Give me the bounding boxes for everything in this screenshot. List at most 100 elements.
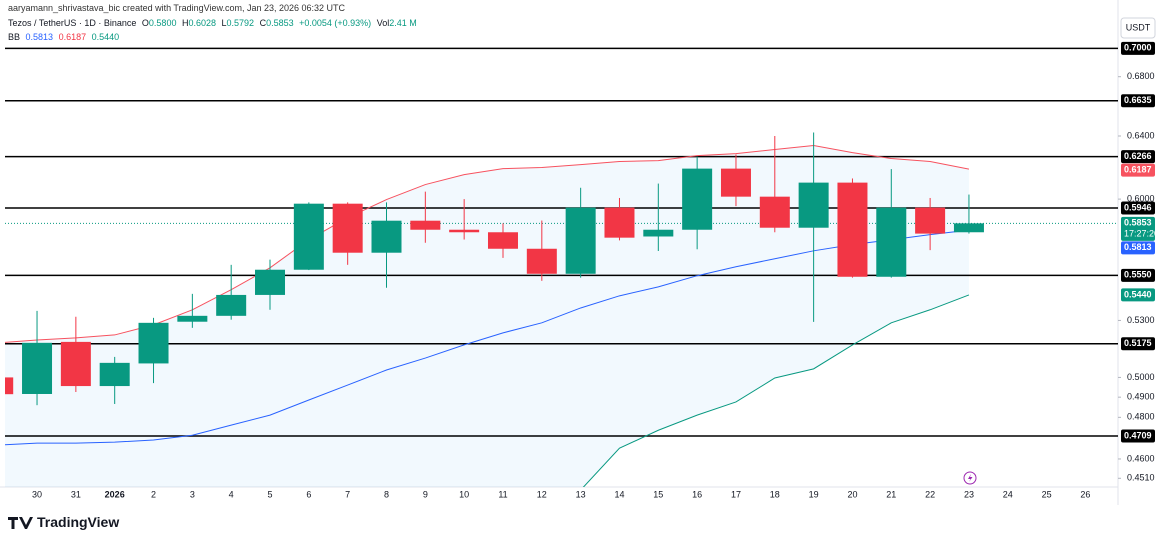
x-tick-label: 22 bbox=[925, 489, 935, 499]
x-tick-label: 2 bbox=[151, 489, 156, 499]
x-tick-label: 15 bbox=[653, 489, 663, 499]
change: +0.0054 (+0.93%) bbox=[299, 18, 372, 28]
indicator-value: 0.5440 bbox=[91, 32, 120, 42]
ohlc-value: 0.5792 bbox=[226, 18, 255, 28]
candle-body bbox=[682, 168, 713, 230]
level-label bbox=[1121, 201, 1155, 215]
y-tick-label: 0.4510 bbox=[1127, 473, 1155, 483]
y-tick-label: 0.6800 bbox=[1127, 71, 1155, 81]
price-axis: 0.6800 0.6400 0.6000 0.5300 0.5000 0.4900 0.48… bbox=[1118, 41, 1159, 483]
candle-body bbox=[255, 269, 286, 295]
y-tick-label: 0.5000 bbox=[1127, 372, 1155, 382]
band-fill bbox=[5, 145, 969, 487]
event-icon[interactable] bbox=[963, 471, 977, 485]
candle-body bbox=[138, 322, 169, 364]
x-tick-label: 5 bbox=[268, 489, 273, 499]
currency-button[interactable] bbox=[1120, 17, 1156, 39]
candle-body bbox=[798, 182, 829, 228]
y-tick-label: 0.4600 bbox=[1127, 453, 1155, 463]
currency: USDT bbox=[1126, 22, 1151, 32]
x-tick-label: 4 bbox=[229, 489, 234, 499]
indicator-label bbox=[1121, 163, 1155, 177]
brand: TradingView bbox=[37, 514, 119, 530]
indicator-label bbox=[1121, 241, 1155, 255]
candle-body bbox=[5, 377, 14, 395]
indicator-line bbox=[5, 145, 970, 343]
indicator-value: 0.6187 bbox=[58, 32, 87, 42]
x-tick-label: 11 bbox=[498, 489, 507, 499]
candle-body bbox=[60, 341, 91, 387]
indicator-value: 0.5813 bbox=[25, 32, 54, 42]
candle-body bbox=[720, 168, 751, 197]
credit: aaryamann_shrivastava_bic created with T… bbox=[8, 3, 346, 13]
plot-area bbox=[5, 47, 1118, 487]
ohlc-key: H bbox=[181, 18, 189, 28]
last-price-label bbox=[1121, 216, 1155, 241]
y-tick-label: 0.6000 bbox=[1127, 193, 1155, 203]
x-tick-label: 19 bbox=[809, 489, 819, 499]
ohlc-value: 0.5853 bbox=[266, 18, 294, 28]
level-label-text: 0.6266 bbox=[1124, 151, 1152, 161]
x-tick-label: 21 bbox=[886, 489, 896, 499]
volume-value: 2.41 M bbox=[389, 18, 417, 28]
volume-key: Vol bbox=[376, 18, 390, 28]
candle-body bbox=[22, 342, 53, 394]
x-tick-label: 30 bbox=[32, 489, 42, 499]
level-label bbox=[1121, 268, 1155, 282]
indicator-line bbox=[582, 294, 970, 487]
candle-body bbox=[526, 248, 557, 274]
ohlc-key: C bbox=[259, 18, 267, 28]
x-tick-label: 23 bbox=[964, 489, 974, 499]
indicator-name: BB bbox=[8, 32, 21, 42]
x-tick-label: 31 bbox=[71, 489, 81, 499]
y-tick-label: 0.5300 bbox=[1127, 315, 1155, 325]
x-tick-label: 13 bbox=[576, 489, 586, 499]
level-label-text: 0.5946 bbox=[1124, 202, 1152, 212]
indicator-label-text: 0.6187 bbox=[1124, 165, 1152, 175]
candle-body bbox=[487, 232, 518, 249]
x-tick-label: 25 bbox=[1042, 489, 1052, 499]
level-label-text: 0.6635 bbox=[1124, 95, 1152, 105]
x-tick-label: 9 bbox=[423, 489, 428, 499]
x-tick-label: 24 bbox=[1003, 489, 1013, 499]
candle-body bbox=[410, 220, 441, 230]
x-tick-label: 18 bbox=[770, 489, 780, 499]
ohlc-key: O bbox=[141, 18, 149, 28]
countdown: 17:27:20 bbox=[1124, 229, 1159, 239]
candle-body bbox=[759, 196, 790, 228]
x-tick-label: 26 bbox=[1080, 489, 1090, 499]
x-tick-label: 20 bbox=[847, 489, 857, 499]
indicator-label bbox=[1121, 288, 1155, 302]
ohlc-value: 0.5800 bbox=[148, 18, 177, 28]
candle-body bbox=[565, 207, 596, 274]
legend-line: Tezos / TetherUS · 1D · Binance O0.5800 … bbox=[8, 18, 420, 28]
candle-body bbox=[293, 203, 324, 270]
level-label bbox=[1121, 429, 1155, 443]
symbol: Tezos / TetherUS · 1D · Binance bbox=[8, 18, 137, 28]
level-label bbox=[1121, 41, 1155, 55]
x-tick-label: 2026 bbox=[105, 489, 125, 499]
candle-body bbox=[177, 315, 208, 322]
level-label bbox=[1121, 150, 1155, 164]
indicator-label-text: 0.5813 bbox=[1124, 242, 1152, 252]
x-tick-label: 7 bbox=[345, 489, 350, 499]
candle-body bbox=[643, 229, 674, 237]
last-price-label-text: 0.5853 bbox=[1124, 218, 1152, 228]
candle-body bbox=[915, 207, 946, 234]
candle-body bbox=[449, 229, 480, 233]
candle-body bbox=[876, 207, 907, 277]
event-icon-bolt bbox=[968, 474, 973, 482]
candle-body bbox=[332, 203, 363, 253]
level-label-text: 0.7000 bbox=[1124, 43, 1152, 53]
y-tick-label: 0.6400 bbox=[1127, 130, 1155, 140]
indicator-label-text: 0.5440 bbox=[1124, 289, 1152, 299]
y-tick-label: 0.4900 bbox=[1127, 392, 1155, 402]
brand-logo bbox=[8, 517, 33, 529]
x-tick-label: 12 bbox=[537, 489, 547, 499]
candle-body bbox=[99, 362, 130, 387]
ohlc-key: L bbox=[221, 18, 227, 28]
x-tick-label: 3 bbox=[190, 489, 195, 499]
x-tick-label: 6 bbox=[306, 489, 311, 499]
